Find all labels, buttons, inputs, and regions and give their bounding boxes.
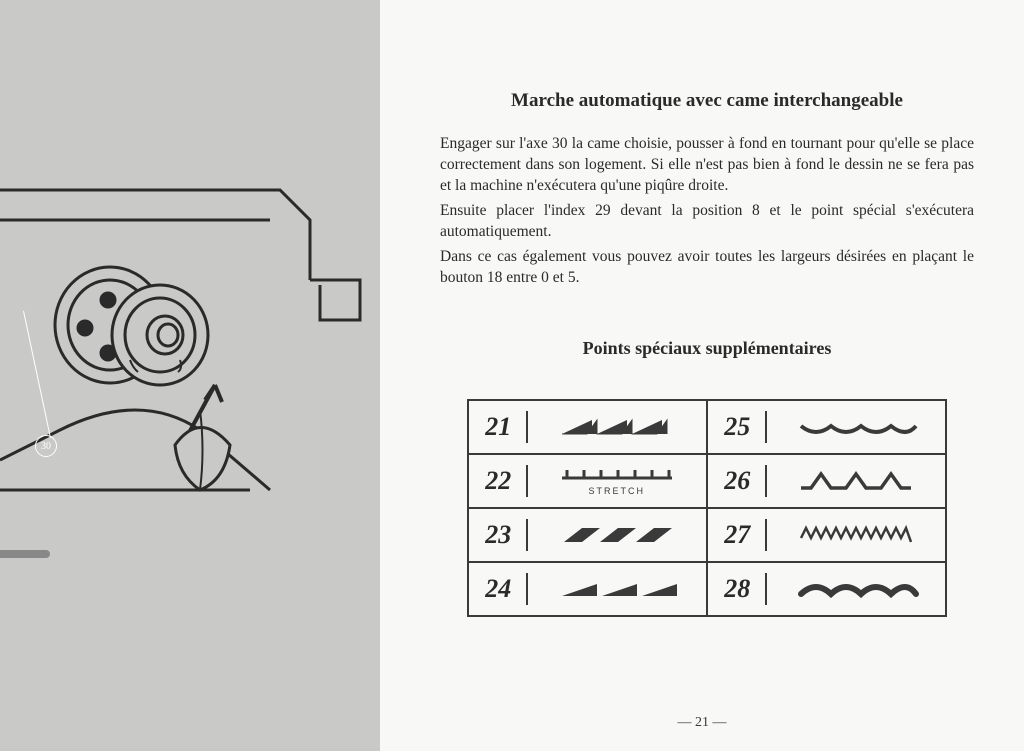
cam-illustration <box>0 150 380 500</box>
stitch-num: 27 <box>707 508 767 562</box>
stitch-pattern-25 <box>767 400 946 454</box>
subheading: Points spéciaux supplémentaires <box>440 338 974 359</box>
right-page: Marche automatique avec came interchange… <box>380 0 1024 751</box>
stitch-table: 21 25 22 STRETCH 26 23 27 <box>467 399 947 617</box>
stitch-pattern-22: STRETCH <box>528 454 707 508</box>
table-row: 21 25 <box>468 400 946 454</box>
paragraph-1: Engager sur l'axe 30 la came choisie, po… <box>440 134 974 197</box>
callout-30: 30 <box>35 435 57 457</box>
page-number: — 21 — <box>678 715 727 731</box>
stitch-num: 28 <box>707 562 767 616</box>
stitch-num: 25 <box>707 400 767 454</box>
stitch-pattern-28 <box>767 562 946 616</box>
stitch-pattern-26 <box>767 454 946 508</box>
table-row: 23 27 <box>468 508 946 562</box>
paragraph-3: Dans ce cas également vous pouvez avoir … <box>440 247 974 289</box>
table-row: 22 STRETCH 26 <box>468 454 946 508</box>
stitch-num: 26 <box>707 454 767 508</box>
stitch-num: 22 <box>468 454 528 508</box>
binding-staple <box>0 550 50 558</box>
stitch-num: 23 <box>468 508 528 562</box>
table-row: 24 28 <box>468 562 946 616</box>
stitch-pattern-21 <box>528 400 707 454</box>
stitch-pattern-27 <box>767 508 946 562</box>
callout-number: 30 <box>41 441 51 452</box>
left-page: 30 <box>0 0 380 751</box>
stretch-label: STRETCH <box>528 486 706 496</box>
stitch-pattern-23 <box>528 508 707 562</box>
paragraph-2: Ensuite placer l'index 29 devant la posi… <box>440 201 974 243</box>
stitch-num: 21 <box>468 400 528 454</box>
stitch-num: 24 <box>468 562 528 616</box>
stitch-pattern-24 <box>528 562 707 616</box>
main-heading: Marche automatique avec came interchange… <box>440 90 974 112</box>
